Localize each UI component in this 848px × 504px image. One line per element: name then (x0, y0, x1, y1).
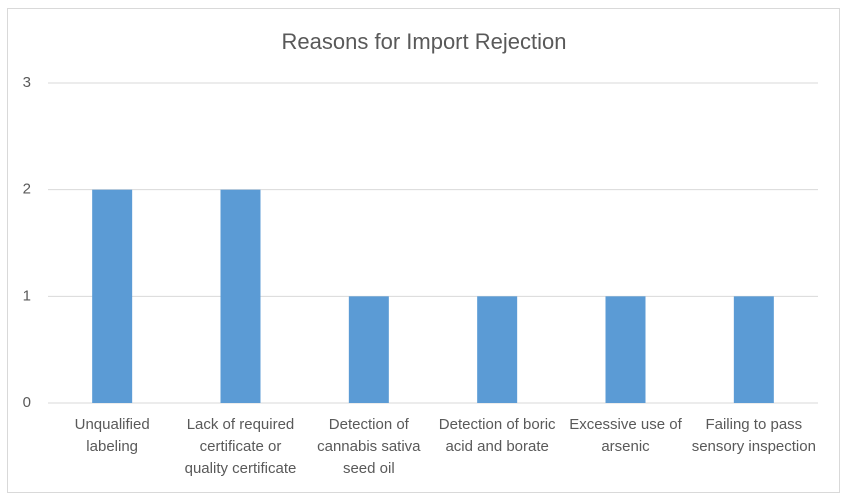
x-tick-label: Lack of required certificate or quality … (184, 416, 297, 477)
y-tick-label: 0 (23, 394, 31, 411)
bar (477, 296, 518, 403)
bar (605, 296, 646, 403)
bar (92, 189, 133, 403)
bar (733, 296, 774, 403)
x-tick-label: Failing to pass sensory inspection (691, 416, 816, 455)
x-tick-label: Detection of cannabis sativa seed oil (317, 416, 421, 477)
chart-title: Reasons for Import Rejection (282, 29, 567, 54)
bar (220, 189, 261, 403)
chart-border (7, 8, 840, 493)
x-tick-label: Unqualified labeling (74, 416, 150, 455)
y-tick-label: 3 (23, 74, 31, 91)
x-tick-label: Excessive use of arsenic (569, 416, 682, 455)
bar (348, 296, 389, 403)
x-tick-label: Detection of boric acid and borate (438, 416, 556, 455)
y-tick-label: 2 (23, 181, 31, 198)
y-tick-label: 1 (23, 287, 31, 304)
